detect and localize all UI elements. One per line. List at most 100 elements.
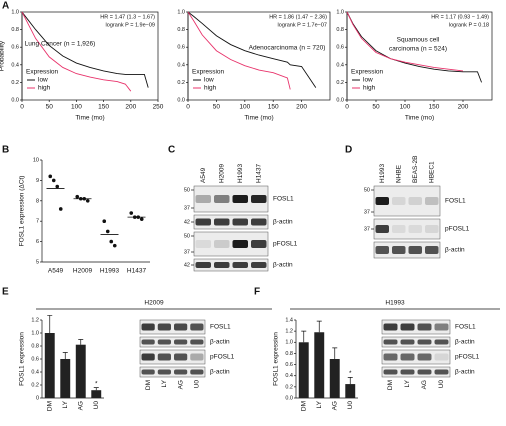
blot-strip: [381, 366, 451, 378]
x-tick-label: LY: [62, 400, 69, 408]
bar: [345, 384, 356, 398]
annotation: Adenocarcinoma (n = 720): [249, 45, 326, 52]
x-tick-label: H1993: [100, 268, 120, 275]
band: [434, 353, 449, 361]
y-axis-label: FOSL1 expression (ΔCt): [19, 176, 26, 247]
band: [434, 339, 449, 345]
x-axis-label: Time (mo): [244, 115, 273, 122]
band: [251, 262, 267, 268]
row-label: FOSL1: [273, 196, 294, 203]
marker-label: 42: [184, 262, 190, 268]
y-tick-label: 0.4: [285, 373, 293, 379]
y-tick-label: 0.8: [11, 27, 19, 33]
x-tick-label: 200: [458, 104, 469, 111]
chart-title: H2009: [144, 300, 164, 307]
blot-strip: [381, 319, 451, 335]
y-tick-label: 0.6: [285, 362, 293, 368]
band: [232, 262, 248, 268]
band: [434, 323, 449, 331]
band: [392, 225, 406, 233]
x-tick-label: 150: [429, 104, 440, 111]
band: [425, 197, 439, 205]
x-tick-label: U0: [347, 401, 354, 410]
data-point: [85, 199, 90, 203]
survival-curve: [21, 11, 149, 88]
bar: [75, 344, 86, 398]
y-tick-label: 0: [36, 395, 39, 401]
marker-label: 50: [364, 187, 370, 193]
y-tick-label: 0.0: [336, 97, 344, 103]
y-tick-label: 0.0: [285, 395, 293, 401]
y-tick-label: 9: [36, 178, 39, 184]
data-point: [75, 194, 80, 199]
band: [195, 240, 211, 248]
annotation: HR = 1.17 (0.93 − 1.49): [431, 14, 489, 20]
x-axis-label: Time (mo): [405, 115, 434, 122]
row-label: pFOSL1: [455, 354, 480, 361]
marker-label: 50: [184, 233, 190, 239]
lane-label: AG: [421, 380, 428, 389]
y-tick-label: 0.6: [11, 45, 19, 51]
band: [408, 225, 422, 233]
band: [408, 246, 422, 254]
error-bar: [47, 315, 53, 333]
data-point: [139, 217, 144, 221]
lane-label: NHBE: [395, 164, 402, 183]
band: [400, 339, 415, 345]
y-tick-label: 10: [33, 157, 39, 163]
row-label: β-actin: [273, 262, 293, 269]
y-tick-label: 0.8: [31, 343, 39, 349]
band: [232, 218, 248, 226]
lane-label: H1993: [379, 163, 386, 183]
band: [251, 218, 267, 226]
x-tick-label: 100: [71, 104, 82, 111]
band: [232, 195, 248, 203]
lane-label: H1993: [237, 163, 244, 183]
band: [375, 197, 389, 205]
panel-label: B: [2, 145, 9, 156]
band: [195, 218, 211, 226]
y-tick-label: 0.6: [336, 45, 344, 51]
survival-curve: [21, 11, 132, 92]
panel-label: D: [345, 145, 352, 156]
annotation: HR = 1.86 (1.47 − 2.36): [269, 14, 327, 20]
band: [400, 323, 415, 331]
x-tick-label: U0: [93, 401, 100, 410]
band: [434, 369, 449, 375]
y-tick-label: 1.0: [31, 330, 39, 336]
row-label: β-actin: [445, 247, 465, 254]
y-tick-label: 1.2: [31, 317, 39, 323]
blot-strip: [381, 336, 451, 348]
band: [141, 353, 155, 361]
row-label: FOSL1: [455, 324, 476, 331]
band: [214, 240, 230, 248]
band: [417, 353, 432, 361]
band: [375, 225, 389, 233]
x-tick-label: 100: [239, 104, 250, 111]
y-tick-label: 0.2: [177, 80, 185, 86]
marker-label: 50: [184, 187, 190, 193]
data-point: [55, 184, 60, 189]
annotation: logrank P = 1.9e−09: [106, 22, 155, 28]
x-tick-label: 50: [213, 104, 221, 111]
y-tick-label: 0.6: [31, 356, 39, 362]
row-label: pFOSL1: [445, 226, 470, 233]
marker-label: 37: [364, 209, 370, 215]
y-tick-label: 6: [36, 239, 39, 245]
data-point: [129, 211, 134, 215]
band: [392, 246, 406, 254]
data-point: [105, 229, 110, 234]
y-tick-label: 0.4: [11, 62, 19, 68]
band: [190, 339, 204, 345]
error-bar: [332, 347, 338, 359]
x-tick-label: AG: [77, 401, 84, 410]
bar: [91, 390, 102, 398]
lane-label: H1437: [255, 163, 262, 183]
marker-label: 37: [184, 249, 190, 255]
x-tick-label: DM: [300, 401, 307, 411]
legend-label: high: [204, 85, 217, 92]
y-tick-label: 1.0: [336, 9, 344, 15]
x-tick-label: 150: [98, 104, 109, 111]
y-tick-label: 0.4: [177, 62, 185, 68]
